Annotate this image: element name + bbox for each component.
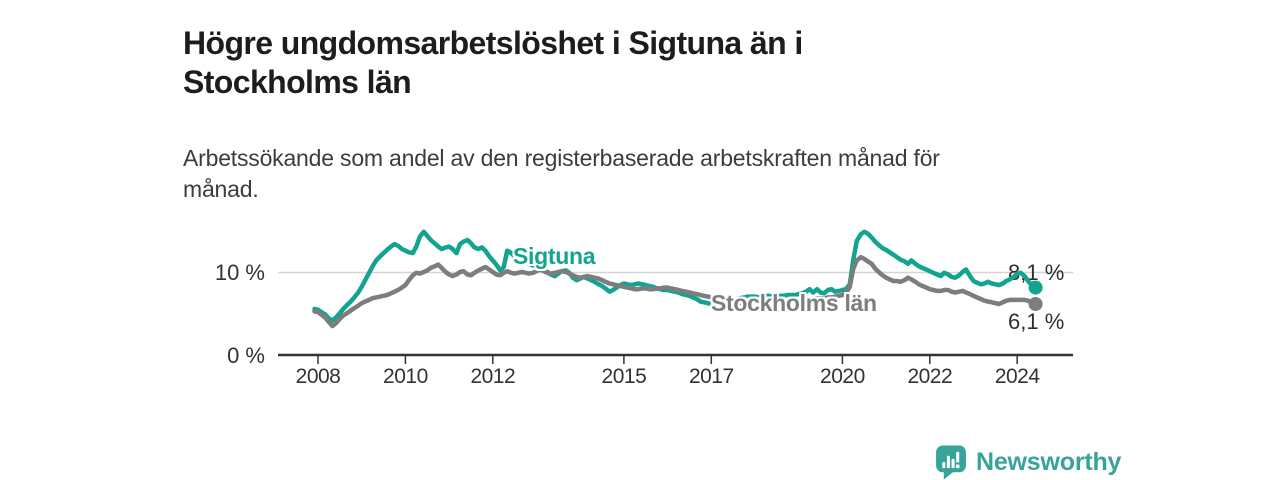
x-axis-tick-label: 2024 <box>995 365 1041 388</box>
stockholms-lan-end-value-label: 6,1 % <box>1008 309 1064 334</box>
data-lines <box>312 229 1043 329</box>
x-axis-tick-label: 2008 <box>296 365 341 388</box>
stockholms-lan-series-label: Stockholms län <box>711 290 877 316</box>
stockholms-lan-line <box>312 254 1038 329</box>
newsworthy-wordmark: Newsworthy <box>976 448 1122 476</box>
x-axis-tick-label: 2022 <box>907 365 952 388</box>
sigtuna-line <box>312 229 1038 323</box>
y-axis-label-0: 0 % <box>227 343 265 368</box>
sigtuna-end-dot <box>1028 280 1043 295</box>
page-title: Högre ungdomsarbetslöshet i Sigtuna än i… <box>183 25 803 101</box>
sigtuna-series-label: Sigtuna <box>513 243 596 269</box>
newsworthy-branding: Newsworthy <box>935 445 1121 480</box>
x-axis-tick-label: 2020 <box>820 365 865 388</box>
x-axis-tick-label: 2012 <box>470 365 515 388</box>
y-axis-label-10: 10 % <box>214 260 265 285</box>
stockholms-lan-end-dot <box>1028 297 1043 311</box>
x-axis-tick-label: 2015 <box>602 365 647 388</box>
x-axis-ticks: 2008 2010 2012 2015 2017 2020 2022 2024 <box>296 356 1041 388</box>
page-subtitle: Arbetssökande som andel av den registerb… <box>183 145 940 202</box>
x-axis-tick-label: 2010 <box>383 365 428 388</box>
newsworthy-logo-icon <box>936 445 966 480</box>
x-axis-tick-label: 2017 <box>689 365 734 388</box>
